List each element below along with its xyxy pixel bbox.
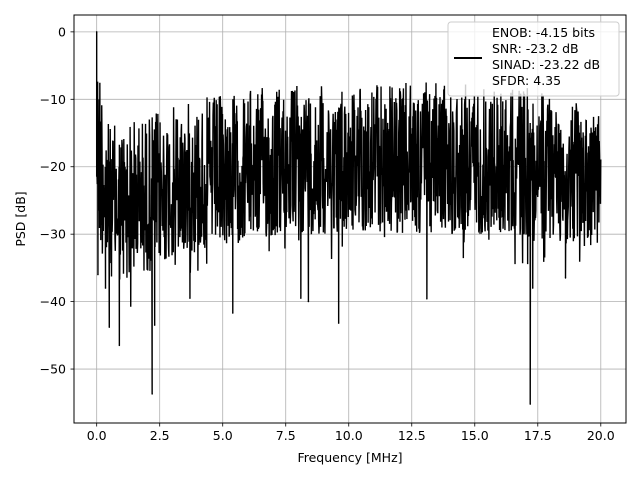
x-tick-label: 20.0: [587, 428, 615, 443]
psd-notable-point: [104, 287, 107, 289]
psd-notable-point: [532, 287, 534, 289]
x-tick-label: 17.5: [524, 428, 552, 443]
y-tick-label: −40: [40, 294, 66, 309]
psd-series-line: [95, 31, 602, 405]
y-axis-label: PSD [dB]: [13, 191, 28, 246]
psd-notable-point: [529, 403, 531, 405]
psd-notable-point: [300, 297, 302, 299]
legend-box: [447, 21, 620, 97]
psd-notable-point: [153, 324, 156, 326]
psd-notable-point: [307, 300, 310, 303]
psd-notable-point: [95, 31, 98, 33]
y-axis-ticks: 0 −10 −20 −30 −40 −50: [40, 24, 74, 377]
y-tick-label: −50: [40, 362, 66, 377]
x-tick-label: 10.0: [335, 428, 363, 443]
axes-frame: [73, 14, 627, 424]
psd-notable-point: [151, 393, 153, 395]
psd-notable-point: [97, 273, 99, 276]
x-tick-label: 2.5: [150, 428, 170, 443]
x-axis-ticks: 0.0 2.5 5.0 7.5 10.0 12.5 15.0 17.5 20.0: [87, 423, 615, 443]
x-tick-label: 15.0: [461, 428, 489, 443]
x-axis-label: Frequency [MHz]: [297, 450, 402, 465]
psd-notable-point: [95, 81, 98, 84]
legend: ENOB: -4.15 bits SNR: -23.2 dB SINAD: -23.…: [447, 21, 620, 97]
psd-notable-point: [189, 297, 191, 299]
notable-points: [95, 31, 567, 405]
x-tick-label: 0.0: [87, 428, 107, 443]
psd-notable-point: [108, 326, 110, 328]
legend-label: ENOB: -4.15 bits SNR: -23.2 dB SINAD: -23.…: [492, 25, 600, 88]
psd-notable-point: [118, 344, 121, 347]
series-layer: [95, 31, 602, 405]
psd-notable-point: [564, 277, 567, 279]
y-tick-label: 0: [58, 24, 66, 39]
x-tick-label: 7.5: [276, 428, 296, 443]
y-tick-label: −10: [40, 92, 66, 107]
psd-notable-point: [232, 312, 234, 314]
psd-notable-point: [337, 322, 340, 324]
y-tick-label: −20: [40, 159, 66, 174]
psd-notable-point: [426, 298, 428, 300]
y-tick-label: −30: [40, 227, 66, 242]
x-tick-label: 12.5: [398, 428, 426, 443]
x-tick-label: 5.0: [213, 428, 233, 443]
